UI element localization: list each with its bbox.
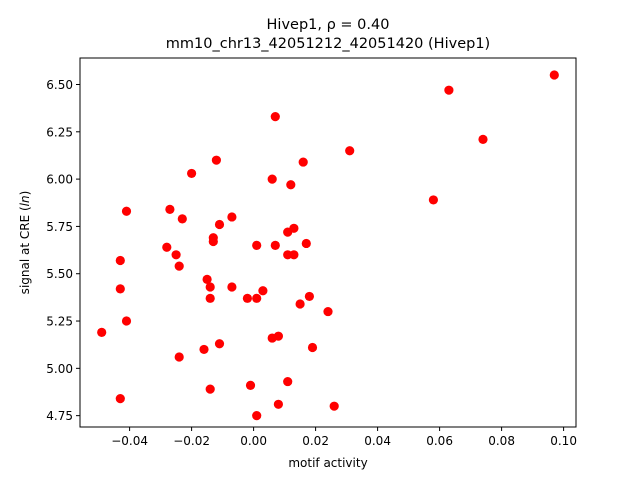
data-point-21	[214, 219, 225, 230]
data-point-28	[252, 293, 262, 303]
y-axis-ticks: 4.75 5.00 5.25 5.50 5.75 6.00 6.25 6.50	[46, 78, 80, 423]
data-point-20	[211, 155, 221, 165]
y-tick-label: 4.75	[46, 409, 73, 423]
data-point-54	[549, 70, 559, 80]
x-axis-ticks: −0.04 −0.02 0.00 0.02 0.04 0.06 0.08 0.10	[111, 427, 577, 448]
data-point-34	[270, 112, 280, 122]
data-point-11	[177, 214, 187, 224]
y-tick-label: 5.50	[46, 267, 73, 281]
data-point-53	[478, 134, 488, 144]
x-tick-label: 0.10	[550, 434, 577, 448]
data-point-43	[295, 299, 305, 309]
data-point-51	[428, 195, 438, 205]
data-point-10	[174, 352, 184, 362]
data-point-6	[162, 242, 172, 252]
data-point-19	[208, 233, 218, 243]
data-point-39	[283, 376, 293, 387]
data-point-26	[245, 380, 256, 390]
y-tick-label: 6.25	[46, 125, 73, 139]
data-point-17	[205, 384, 215, 394]
data-point-13	[199, 344, 209, 355]
data-point-4	[121, 206, 132, 216]
data-point-35	[273, 331, 283, 341]
data-point-48	[323, 306, 333, 317]
data-point-36	[273, 399, 283, 409]
x-tick-label: 0.02	[302, 434, 329, 448]
data-point-31	[267, 174, 277, 184]
data-points	[97, 70, 559, 421]
data-point-44	[298, 157, 308, 167]
data-point-45	[301, 238, 311, 249]
plot-frame	[79, 57, 577, 428]
x-tick-label: 0.00	[240, 434, 267, 448]
data-point-47	[307, 342, 318, 353]
data-point-25	[242, 293, 252, 303]
data-point-41	[289, 250, 299, 260]
x-tick-label: 0.08	[488, 434, 515, 448]
y-axis-label: signal at CRE (ln)	[18, 191, 32, 295]
data-point-46	[304, 291, 314, 302]
data-point-40	[286, 180, 296, 190]
data-point-52	[444, 85, 454, 95]
data-point-1	[115, 255, 125, 266]
data-point-16	[205, 293, 215, 303]
x-axis-label: motif activity	[288, 456, 367, 470]
data-point-29	[252, 411, 262, 421]
data-point-0	[97, 327, 107, 337]
data-point-12	[187, 168, 197, 179]
y-tick-label: 5.25	[46, 315, 73, 329]
data-point-30	[258, 286, 268, 296]
data-point-2	[115, 284, 125, 294]
data-point-14	[202, 274, 212, 284]
y-tick-label: 5.75	[46, 220, 73, 234]
data-point-3	[115, 394, 125, 404]
chart-title-line1: Hivep1, ρ = 0.40	[267, 17, 390, 33]
data-point-8	[171, 250, 181, 260]
data-point-15	[205, 282, 215, 292]
x-tick-label: −0.02	[173, 434, 210, 448]
data-point-24	[227, 282, 237, 292]
y-tick-label: 6.00	[46, 173, 73, 187]
data-point-50	[345, 146, 355, 156]
data-point-7	[165, 204, 175, 214]
y-tick-label: 6.50	[46, 78, 73, 92]
y-tick-label: 5.00	[46, 362, 73, 376]
data-point-9	[174, 261, 184, 271]
x-tick-label: −0.04	[111, 434, 148, 448]
data-point-5	[121, 316, 132, 326]
x-tick-label: 0.04	[364, 434, 391, 448]
data-point-42	[289, 223, 299, 233]
data-point-27	[252, 240, 262, 250]
chart-title-line2: mm10_chr13_42051212_42051420 (Hivep1)	[166, 36, 490, 52]
data-point-23	[227, 212, 237, 222]
data-point-22	[214, 339, 225, 349]
x-tick-label: 0.06	[426, 434, 453, 448]
data-point-33	[270, 240, 280, 250]
data-point-49	[329, 401, 339, 411]
